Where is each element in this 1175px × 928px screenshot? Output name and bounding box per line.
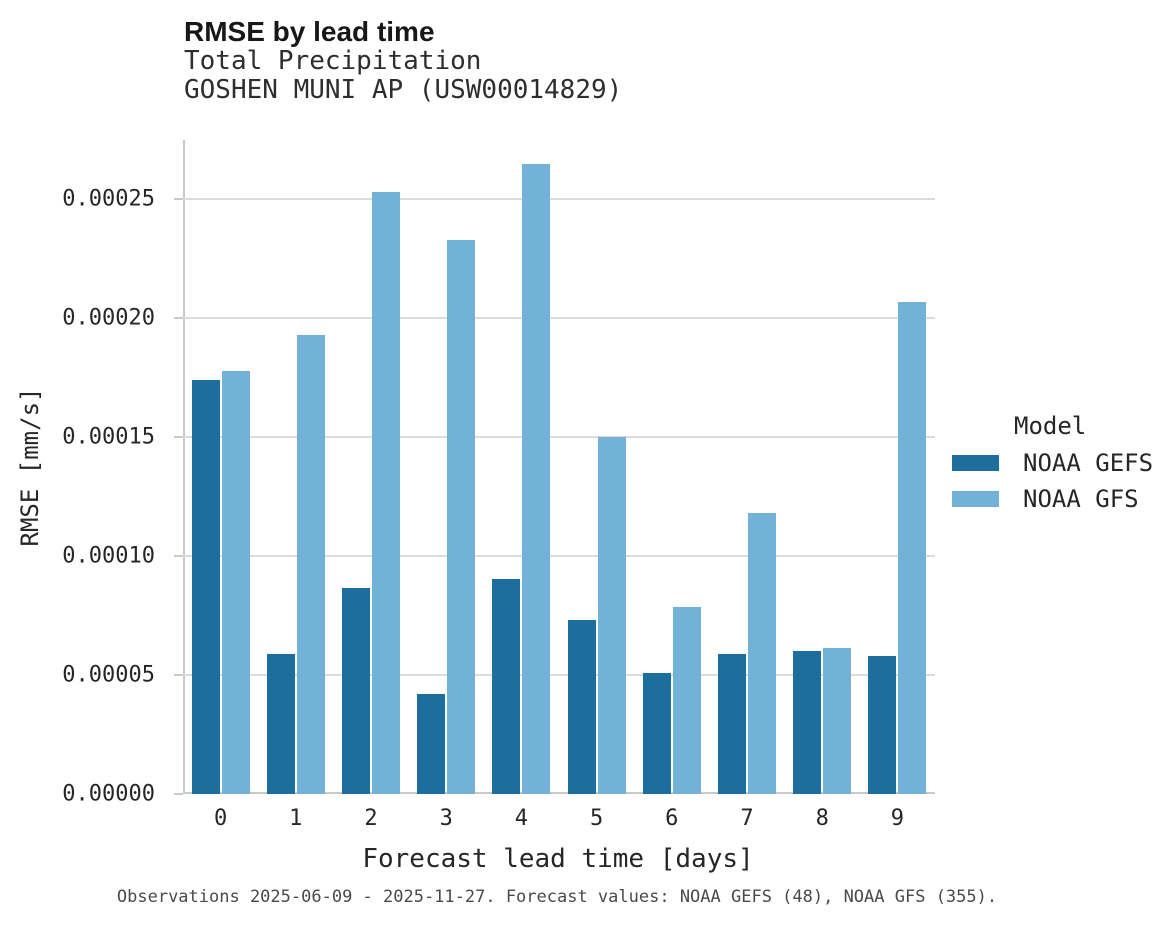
legend-label-noaa-gefs: NOAA GEFS bbox=[1023, 449, 1154, 477]
legend-item-noaa-gfs: NOAA GFS bbox=[952, 484, 1153, 514]
bar-noaa-gfs-day-4 bbox=[522, 163, 551, 794]
bar-noaa-gfs-day-9 bbox=[898, 301, 927, 794]
bar-noaa-gefs-day-6 bbox=[642, 672, 671, 794]
gridline bbox=[183, 674, 935, 677]
legend-swatch-noaa-gefs bbox=[952, 455, 999, 471]
y-tick-label: 0.00015 bbox=[62, 424, 155, 450]
gridline bbox=[183, 555, 935, 558]
bar-group-day-1 bbox=[258, 140, 333, 794]
y-tick-mark bbox=[174, 674, 183, 677]
gridline bbox=[183, 436, 935, 439]
bar-group-day-2 bbox=[333, 140, 408, 794]
bar-noaa-gfs-day-8 bbox=[823, 647, 852, 794]
bar-noaa-gefs-day-9 bbox=[868, 656, 897, 794]
bar-group-day-9 bbox=[860, 140, 935, 794]
x-tick-labels: 0 1 2 3 4 5 6 7 8 9 bbox=[183, 806, 935, 838]
legend-items: NOAA GEFS NOAA GFS bbox=[952, 448, 1153, 514]
bar-group-day-4 bbox=[484, 140, 559, 794]
bar-group-day-5 bbox=[559, 140, 634, 794]
x-tick-label-0: 0 bbox=[213, 806, 228, 831]
x-axis-spine bbox=[183, 792, 935, 794]
bar-noaa-gefs-day-0 bbox=[191, 380, 220, 794]
bar-group-day-6 bbox=[634, 140, 709, 794]
bar-noaa-gfs-day-0 bbox=[221, 370, 250, 794]
bar-group-day-3 bbox=[409, 140, 484, 794]
plot-area bbox=[174, 140, 935, 795]
y-tick-label: 0.00025 bbox=[62, 186, 155, 212]
chart-subtitle-variable: Total Precipitation bbox=[184, 46, 482, 76]
bar-noaa-gfs-day-2 bbox=[372, 192, 400, 794]
bar-noaa-gfs-day-3 bbox=[447, 239, 476, 794]
gridline bbox=[183, 198, 935, 201]
y-tick-mark bbox=[174, 555, 183, 558]
x-tick-label-2: 2 bbox=[364, 806, 378, 831]
bar-noaa-gfs-day-7 bbox=[748, 513, 777, 794]
y-tick-mark bbox=[174, 436, 183, 439]
legend-title: Model bbox=[1014, 412, 1087, 440]
gridline bbox=[183, 317, 935, 320]
bar-noaa-gfs-day-5 bbox=[597, 437, 626, 794]
x-tick-label-4: 4 bbox=[514, 806, 529, 831]
legend: Model NOAA GEFS NOAA GFS bbox=[952, 410, 1153, 514]
x-tick-label-6: 6 bbox=[665, 806, 679, 831]
x-tick-label-9: 9 bbox=[890, 806, 905, 831]
x-tick-label-3: 3 bbox=[439, 806, 453, 831]
chart-title: RMSE by lead time bbox=[184, 16, 435, 47]
x-tick-label-5: 5 bbox=[589, 806, 604, 831]
x-tick-label-1: 1 bbox=[289, 806, 303, 831]
bar-group-day-7 bbox=[709, 140, 784, 794]
y-tick-labels: 0.00000 0.00005 0.00010 0.00015 0.00020 0.000… bbox=[0, 140, 168, 807]
bar-noaa-gefs-day-4 bbox=[492, 578, 521, 794]
legend-item-noaa-gefs: NOAA GEFS bbox=[952, 448, 1153, 478]
y-tick-label: 0.00005 bbox=[62, 662, 155, 688]
bar-groups bbox=[183, 140, 935, 794]
y-tick-mark bbox=[174, 198, 183, 201]
caption: Observations 2025-06-09 - 2025-11-27. Fo… bbox=[116, 887, 998, 907]
y-tick-label: 0.00020 bbox=[62, 305, 155, 331]
chart-subtitle-station: GOSHEN MUNI AP (USW00014829) bbox=[184, 75, 623, 105]
bar-noaa-gefs-day-5 bbox=[567, 620, 596, 794]
x-axis-label: Forecast lead time [days] bbox=[362, 844, 754, 874]
bar-noaa-gfs-day-1 bbox=[296, 335, 325, 794]
bar-noaa-gefs-day-3 bbox=[417, 694, 446, 794]
bar-noaa-gefs-day-7 bbox=[718, 653, 747, 794]
x-tick-label-8: 8 bbox=[815, 806, 829, 831]
bar-group-day-0 bbox=[183, 140, 258, 794]
legend-label-noaa-gfs: NOAA GFS bbox=[1023, 485, 1139, 513]
bar-group-day-8 bbox=[785, 140, 860, 794]
bar-noaa-gefs-day-8 bbox=[793, 651, 822, 794]
bar-noaa-gefs-day-1 bbox=[266, 653, 295, 794]
y-tick-mark bbox=[174, 317, 183, 320]
x-tick-label-7: 7 bbox=[740, 806, 754, 831]
bar-noaa-gefs-day-2 bbox=[342, 588, 370, 794]
y-tick-label: 0.00000 bbox=[62, 781, 155, 807]
y-tick-label: 0.00010 bbox=[62, 543, 155, 569]
y-axis-spine bbox=[183, 140, 185, 794]
y-tick-mark bbox=[174, 793, 183, 795]
bar-noaa-gfs-day-6 bbox=[672, 607, 701, 794]
legend-swatch-noaa-gfs bbox=[952, 491, 999, 507]
